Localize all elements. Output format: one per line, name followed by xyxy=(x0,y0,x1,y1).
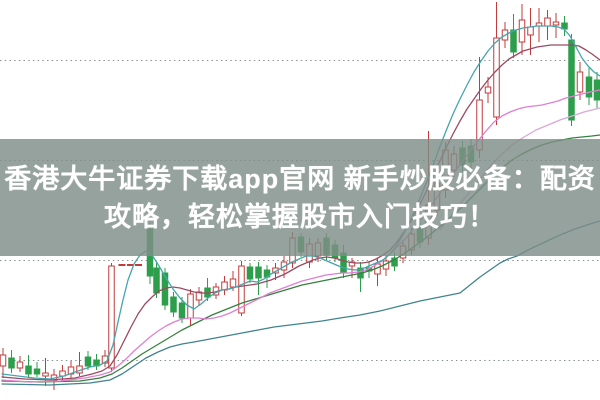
promo-banner: 香港大牛证券下载app官网 新手炒股必备：配资 攻略，轻松掌握股市入门技巧！ xyxy=(0,139,600,256)
promo-banner-line-1: 香港大牛证券下载app官网 新手炒股必备：配资 xyxy=(4,163,596,194)
promo-banner-line-2: 攻略，轻松掌握股市入门技巧！ xyxy=(104,201,496,232)
